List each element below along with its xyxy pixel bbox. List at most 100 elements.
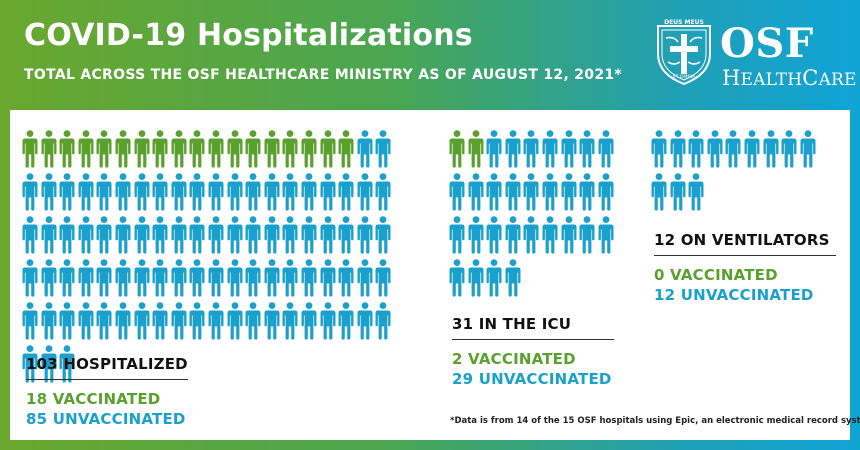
person-icon-unvaccinated [22, 345, 38, 383]
person-icon-unvaccinated [505, 259, 521, 297]
person-icon-unvaccinated [78, 259, 94, 297]
person-icon-unvaccinated [208, 173, 224, 211]
person-icon-unvaccinated [598, 216, 614, 254]
person-icon-unvaccinated [542, 130, 558, 168]
person-icon-unvaccinated [338, 216, 354, 254]
person-icon-unvaccinated [115, 302, 131, 340]
ventilators-stats: 12 ON VENTILATORS 0 VACCINATED 12 UNVACC… [654, 231, 836, 304]
person-icon-vaccinated [208, 130, 224, 168]
person-icon-unvaccinated [375, 259, 391, 297]
icu-heading: 31 IN THE ICU [452, 315, 614, 340]
person-icon-unvaccinated [449, 173, 465, 211]
person-icon-unvaccinated [338, 173, 354, 211]
person-icon-unvaccinated [78, 302, 94, 340]
person-icon-unvaccinated [22, 259, 38, 297]
person-icon-unvaccinated [59, 345, 75, 383]
person-icon-unvaccinated [725, 130, 741, 168]
person-icon-unvaccinated [598, 130, 614, 168]
person-icon-unvaccinated [523, 216, 539, 254]
hospitalized-unvaccinated-label: 85 UNVACCINATED [26, 410, 186, 428]
person-icon-unvaccinated [134, 302, 150, 340]
person-icon-vaccinated [78, 130, 94, 168]
person-icon-unvaccinated [282, 259, 298, 297]
person-icon-unvaccinated [542, 173, 558, 211]
person-icon-unvaccinated [688, 173, 704, 211]
person-icon-unvaccinated [134, 173, 150, 211]
person-icon-unvaccinated [561, 173, 577, 211]
person-icon-unvaccinated [264, 216, 280, 254]
person-icon-unvaccinated [96, 302, 112, 340]
person-icon-unvaccinated [264, 302, 280, 340]
person-icon-unvaccinated [449, 216, 465, 254]
person-icon-unvaccinated [651, 173, 667, 211]
content-panel [10, 110, 850, 440]
person-icon-unvaccinated [41, 302, 57, 340]
person-icon-unvaccinated [78, 173, 94, 211]
person-icon-unvaccinated [357, 216, 373, 254]
logo-sub-c: C [802, 66, 819, 90]
person-icon-unvaccinated [115, 173, 131, 211]
person-icon-unvaccinated [670, 130, 686, 168]
person-icon-unvaccinated [282, 216, 298, 254]
person-icon-unvaccinated [96, 216, 112, 254]
person-icon-vaccinated [189, 130, 205, 168]
logo-subtitle: HEALTHCARE [722, 66, 857, 90]
person-icon-unvaccinated [41, 259, 57, 297]
person-icon-unvaccinated [189, 302, 205, 340]
person-icon-unvaccinated [800, 130, 816, 168]
ventilators-unvaccinated-label: 12 UNVACCINATED [654, 286, 814, 304]
logo-sub-are: ARE [818, 70, 857, 90]
person-icon-unvaccinated [301, 173, 317, 211]
icu-vaccinated-label: 2 VACCINATED [452, 350, 576, 368]
hospitalized-stats: 103 HOSPITALIZED 18 VACCINATED 85 UNVACC… [26, 355, 188, 428]
person-icon-unvaccinated [208, 216, 224, 254]
person-icon-vaccinated [264, 130, 280, 168]
person-icon-unvaccinated [227, 259, 243, 297]
person-icon-unvaccinated [338, 259, 354, 297]
person-icon-unvaccinated [208, 259, 224, 297]
person-icon-unvaccinated [670, 173, 686, 211]
person-icon-unvaccinated [171, 173, 187, 211]
person-icon-unvaccinated [59, 216, 75, 254]
person-icon-unvaccinated [486, 173, 502, 211]
person-icon-unvaccinated [134, 216, 150, 254]
person-icon-unvaccinated [651, 130, 667, 168]
person-icon-unvaccinated [22, 173, 38, 211]
person-icon-vaccinated [171, 130, 187, 168]
person-icon-unvaccinated [171, 216, 187, 254]
person-icon-unvaccinated [357, 302, 373, 340]
person-icon-unvaccinated [523, 173, 539, 211]
person-icon-unvaccinated [542, 216, 558, 254]
person-icon-unvaccinated [189, 216, 205, 254]
person-icon-unvaccinated [486, 130, 502, 168]
seal-bottom-text: ET OMNIA [673, 74, 696, 80]
person-icon-unvaccinated [468, 173, 484, 211]
person-icon-vaccinated [59, 130, 75, 168]
person-icon-unvaccinated [245, 259, 261, 297]
person-icon-unvaccinated [468, 216, 484, 254]
hospitalized-vaccinated-label: 18 VACCINATED [26, 390, 161, 408]
person-icon-unvaccinated [227, 173, 243, 211]
person-icon-unvaccinated [320, 302, 336, 340]
person-icon-unvaccinated [505, 130, 521, 168]
person-icon-vaccinated [115, 130, 131, 168]
person-icon-unvaccinated [763, 130, 779, 168]
ventilators-vaccinated-label: 0 VACCINATED [654, 266, 778, 284]
person-icon-unvaccinated [96, 259, 112, 297]
person-icon-unvaccinated [320, 173, 336, 211]
person-icon-unvaccinated [301, 259, 317, 297]
person-icon-unvaccinated [245, 216, 261, 254]
logo-sub-ealth: EALTH [740, 70, 803, 90]
person-icon-unvaccinated [357, 130, 373, 168]
person-icon-unvaccinated [227, 216, 243, 254]
person-icon-unvaccinated [171, 302, 187, 340]
logo-wordmark: OSF [720, 20, 814, 67]
person-icon-unvaccinated [468, 259, 484, 297]
person-icon-unvaccinated [320, 216, 336, 254]
seal-top-text: DEUS MEUS [664, 19, 704, 26]
person-icon-unvaccinated [59, 259, 75, 297]
person-icon-vaccinated [152, 130, 168, 168]
person-icon-unvaccinated [579, 173, 595, 211]
person-icon-unvaccinated [505, 216, 521, 254]
person-icon-unvaccinated [688, 130, 704, 168]
